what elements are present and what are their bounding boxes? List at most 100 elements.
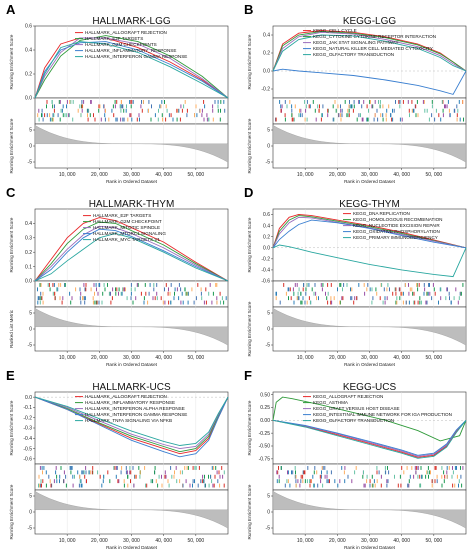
hit-mark [92, 296, 94, 301]
hit-mark [315, 291, 317, 296]
hit-mark [340, 117, 342, 122]
panel-title: HALLMARK-UCS [92, 382, 171, 393]
metric-tick-label: 5 [267, 311, 270, 317]
hit-mark [37, 287, 38, 292]
hit-mark [344, 100, 346, 104]
hit-mark [305, 108, 307, 113]
hit-mark [366, 287, 368, 292]
hit-mark [312, 100, 314, 104]
hit-mark [66, 104, 67, 109]
hit-mark [397, 483, 399, 488]
hit-mark [446, 287, 448, 292]
x-axis-label: Rank in Ordered Dataset [106, 545, 158, 550]
hit-mark [211, 466, 213, 470]
hit-mark [300, 300, 302, 305]
hit-mark [462, 283, 464, 287]
x-axis-label: Rank in Ordered Dataset [344, 179, 396, 184]
panel-title: HALLMARK-THYM [89, 199, 175, 210]
hit-mark [304, 100, 306, 104]
hit-mark [139, 470, 141, 475]
hit-mark [165, 474, 167, 479]
series-line [272, 30, 467, 72]
hit-mark [149, 283, 151, 287]
x-tick-label: 40, 000 [155, 538, 172, 544]
hit-mark [69, 466, 71, 470]
hit-mark [113, 466, 115, 470]
ranked-metric-area [272, 308, 467, 346]
hit-mark [373, 479, 375, 484]
hit-mark [354, 296, 356, 301]
legend-label: KEGG_OXIDATIVE PHOSPHORYLATION [353, 229, 440, 234]
hit-mark [327, 479, 329, 484]
hit-mark [39, 296, 41, 301]
metric-tick-label: 0 [267, 510, 270, 516]
hit-mark [201, 479, 203, 484]
hit-mark [180, 287, 182, 292]
hit-mark [50, 483, 52, 488]
hit-mark [87, 108, 89, 113]
hit-mark [413, 474, 415, 479]
hit-mark [192, 479, 194, 484]
hit-mark [413, 108, 415, 113]
hit-mark [130, 283, 132, 287]
hit-mark [88, 470, 90, 475]
hit-mark [337, 287, 338, 292]
hit-mark [42, 291, 44, 296]
metric-tick-label: -5 [266, 160, 271, 166]
hit-mark [310, 479, 312, 484]
hit-mark [456, 466, 457, 470]
hit-mark [220, 100, 222, 104]
hit-mark [422, 100, 424, 104]
series-line [272, 396, 467, 442]
hit-mark [168, 300, 170, 305]
hit-mark [431, 104, 433, 109]
hit-mark [141, 100, 142, 104]
hit-mark [77, 470, 79, 475]
hit-mark [316, 296, 317, 301]
hit-mark [374, 100, 376, 104]
hit-mark [95, 300, 97, 305]
hit-mark [127, 483, 129, 488]
hit-mark [97, 291, 99, 296]
hit-mark [42, 117, 44, 122]
hit-mark [158, 474, 160, 479]
hit-mark [458, 100, 460, 104]
hit-mark [63, 479, 65, 484]
hit-mark [379, 100, 381, 104]
hit-mark [85, 283, 87, 287]
series-line [272, 214, 467, 249]
hit-mark [335, 108, 337, 113]
hit-mark [155, 479, 157, 484]
metric-tick-label: 0 [29, 510, 32, 516]
metric-axis-label: Running Enrichment Score [247, 301, 252, 356]
panel-tag: E [6, 368, 15, 383]
hit-mark [156, 283, 158, 287]
hit-mark [82, 296, 84, 301]
hit-mark [287, 287, 289, 292]
hit-mark [411, 100, 413, 104]
metric-axis-label: Running Enrichment Score [9, 484, 14, 539]
hit-mark [287, 470, 288, 475]
x-tick-label: 30, 000 [361, 538, 378, 544]
metric-axis-label: Running Enrichment Score [247, 118, 252, 173]
hit-mark [291, 108, 293, 113]
hit-mark [302, 474, 304, 479]
hit-mark [341, 113, 343, 118]
hit-mark [78, 483, 80, 488]
hit-mark [161, 483, 163, 488]
hit-mark [361, 117, 363, 122]
hit-mark [428, 474, 429, 479]
x-tick-label: 50, 000 [425, 538, 442, 544]
hit-mark [168, 113, 170, 118]
hit-mark [56, 287, 58, 292]
hit-mark [385, 470, 387, 475]
hit-mark [369, 100, 371, 104]
hit-mark [382, 113, 384, 118]
hit-mark [186, 113, 188, 118]
hit-mark [57, 287, 59, 292]
hit-mark [210, 474, 212, 479]
hit-mark [71, 296, 73, 301]
hit-mark [118, 287, 120, 292]
hit-mark [408, 479, 410, 484]
hit-mark [347, 108, 349, 113]
